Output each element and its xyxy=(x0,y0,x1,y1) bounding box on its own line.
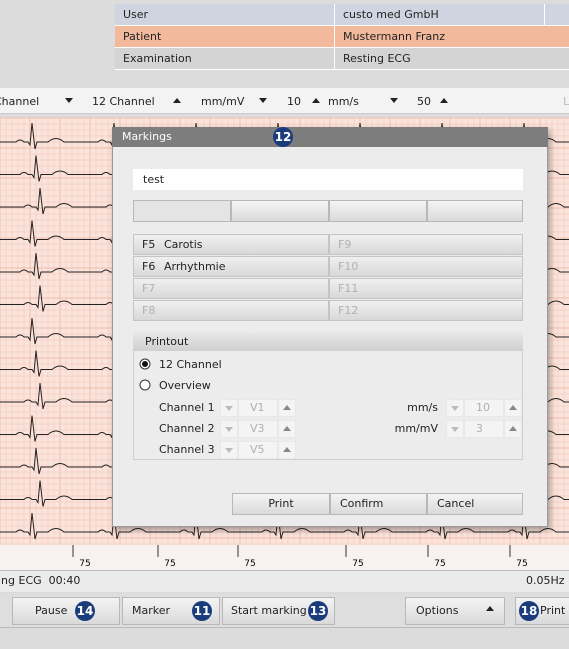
badge: 11 xyxy=(192,601,212,621)
beat-label: 75 xyxy=(79,559,90,569)
beat-label: 75 xyxy=(164,559,175,569)
tab[interactable] xyxy=(329,200,427,222)
status-left: ing ECG 00:40 xyxy=(0,574,80,587)
button[interactable]: Cancel xyxy=(427,493,523,515)
toolbar-arrows xyxy=(65,98,448,103)
tab[interactable] xyxy=(133,200,231,222)
key-code: F9 xyxy=(338,238,351,251)
status-bar xyxy=(0,570,569,592)
button-label: Start marking xyxy=(231,604,307,617)
channel-label: Channel 1 xyxy=(159,401,215,414)
key-label: Carotis xyxy=(164,238,203,251)
text-input[interactable]: test xyxy=(133,169,523,190)
setting-label: mm/mV xyxy=(395,422,438,435)
key-code: F7 xyxy=(142,282,155,295)
radio-label: Overview xyxy=(159,379,211,392)
beat-label: 75 xyxy=(434,559,445,569)
function-key[interactable] xyxy=(133,256,329,277)
button-label: Pause xyxy=(35,604,67,617)
badge: 12 xyxy=(273,127,293,147)
status-right: 0.05Hz xyxy=(526,574,565,587)
key-code: F10 xyxy=(338,260,358,273)
up-arrow[interactable] xyxy=(440,98,448,103)
key-code: F12 xyxy=(338,304,358,317)
radio-label: 12 Channel xyxy=(159,358,222,371)
down-arrow[interactable] xyxy=(259,98,267,103)
screen: User custo med GmbH Patient Mustermann F… xyxy=(0,0,569,649)
spinner xyxy=(446,420,522,438)
badge: 18 xyxy=(519,601,539,621)
function-key[interactable] xyxy=(329,234,523,255)
badge: 13 xyxy=(308,601,328,621)
spin-value: V5 xyxy=(250,443,265,456)
up-arrow[interactable] xyxy=(312,98,320,103)
function-key[interactable] xyxy=(133,234,329,255)
button-label: Print xyxy=(540,604,565,617)
channel-label: Channel 3 xyxy=(159,443,215,456)
tab[interactable] xyxy=(427,200,523,222)
up-arrow xyxy=(484,604,496,614)
spin-value: V3 xyxy=(250,422,265,435)
spin-value: 3 xyxy=(476,422,483,435)
badge: 14 xyxy=(75,601,95,621)
button-label: Options xyxy=(416,604,458,617)
key-code: F11 xyxy=(338,282,358,295)
button-label: Marker xyxy=(132,604,170,617)
radio[interactable] xyxy=(140,380,150,390)
beat-label: 75 xyxy=(516,559,527,569)
button[interactable]: Confirm xyxy=(330,493,427,515)
function-key[interactable] xyxy=(133,300,329,321)
down-arrow[interactable] xyxy=(390,98,398,103)
channel-label: Channel 2 xyxy=(159,422,215,435)
down-arrow[interactable] xyxy=(65,98,73,103)
function-key[interactable] xyxy=(133,278,329,299)
radio-dot xyxy=(142,361,148,367)
tab[interactable] xyxy=(231,200,329,222)
key-code: F5 xyxy=(142,238,155,251)
up-arrow[interactable] xyxy=(173,98,181,103)
beat-label: 75 xyxy=(244,559,255,569)
dialog-title: Markings xyxy=(122,130,172,143)
radios xyxy=(138,356,154,396)
key-code: F6 xyxy=(142,260,155,273)
spin-value: V1 xyxy=(250,401,265,414)
setting-label: mm/s xyxy=(407,401,438,414)
dialog-titlebar xyxy=(112,127,548,147)
key-code: F8 xyxy=(142,304,155,317)
beat-label: 75 xyxy=(352,559,363,569)
spin-value: 10 xyxy=(476,401,490,414)
key-label: Arrhythmie xyxy=(164,260,226,273)
panel-title: Printout xyxy=(133,332,523,351)
button[interactable]: Print xyxy=(232,493,330,515)
spin-value-box xyxy=(464,420,504,438)
printout-panel xyxy=(133,332,523,460)
